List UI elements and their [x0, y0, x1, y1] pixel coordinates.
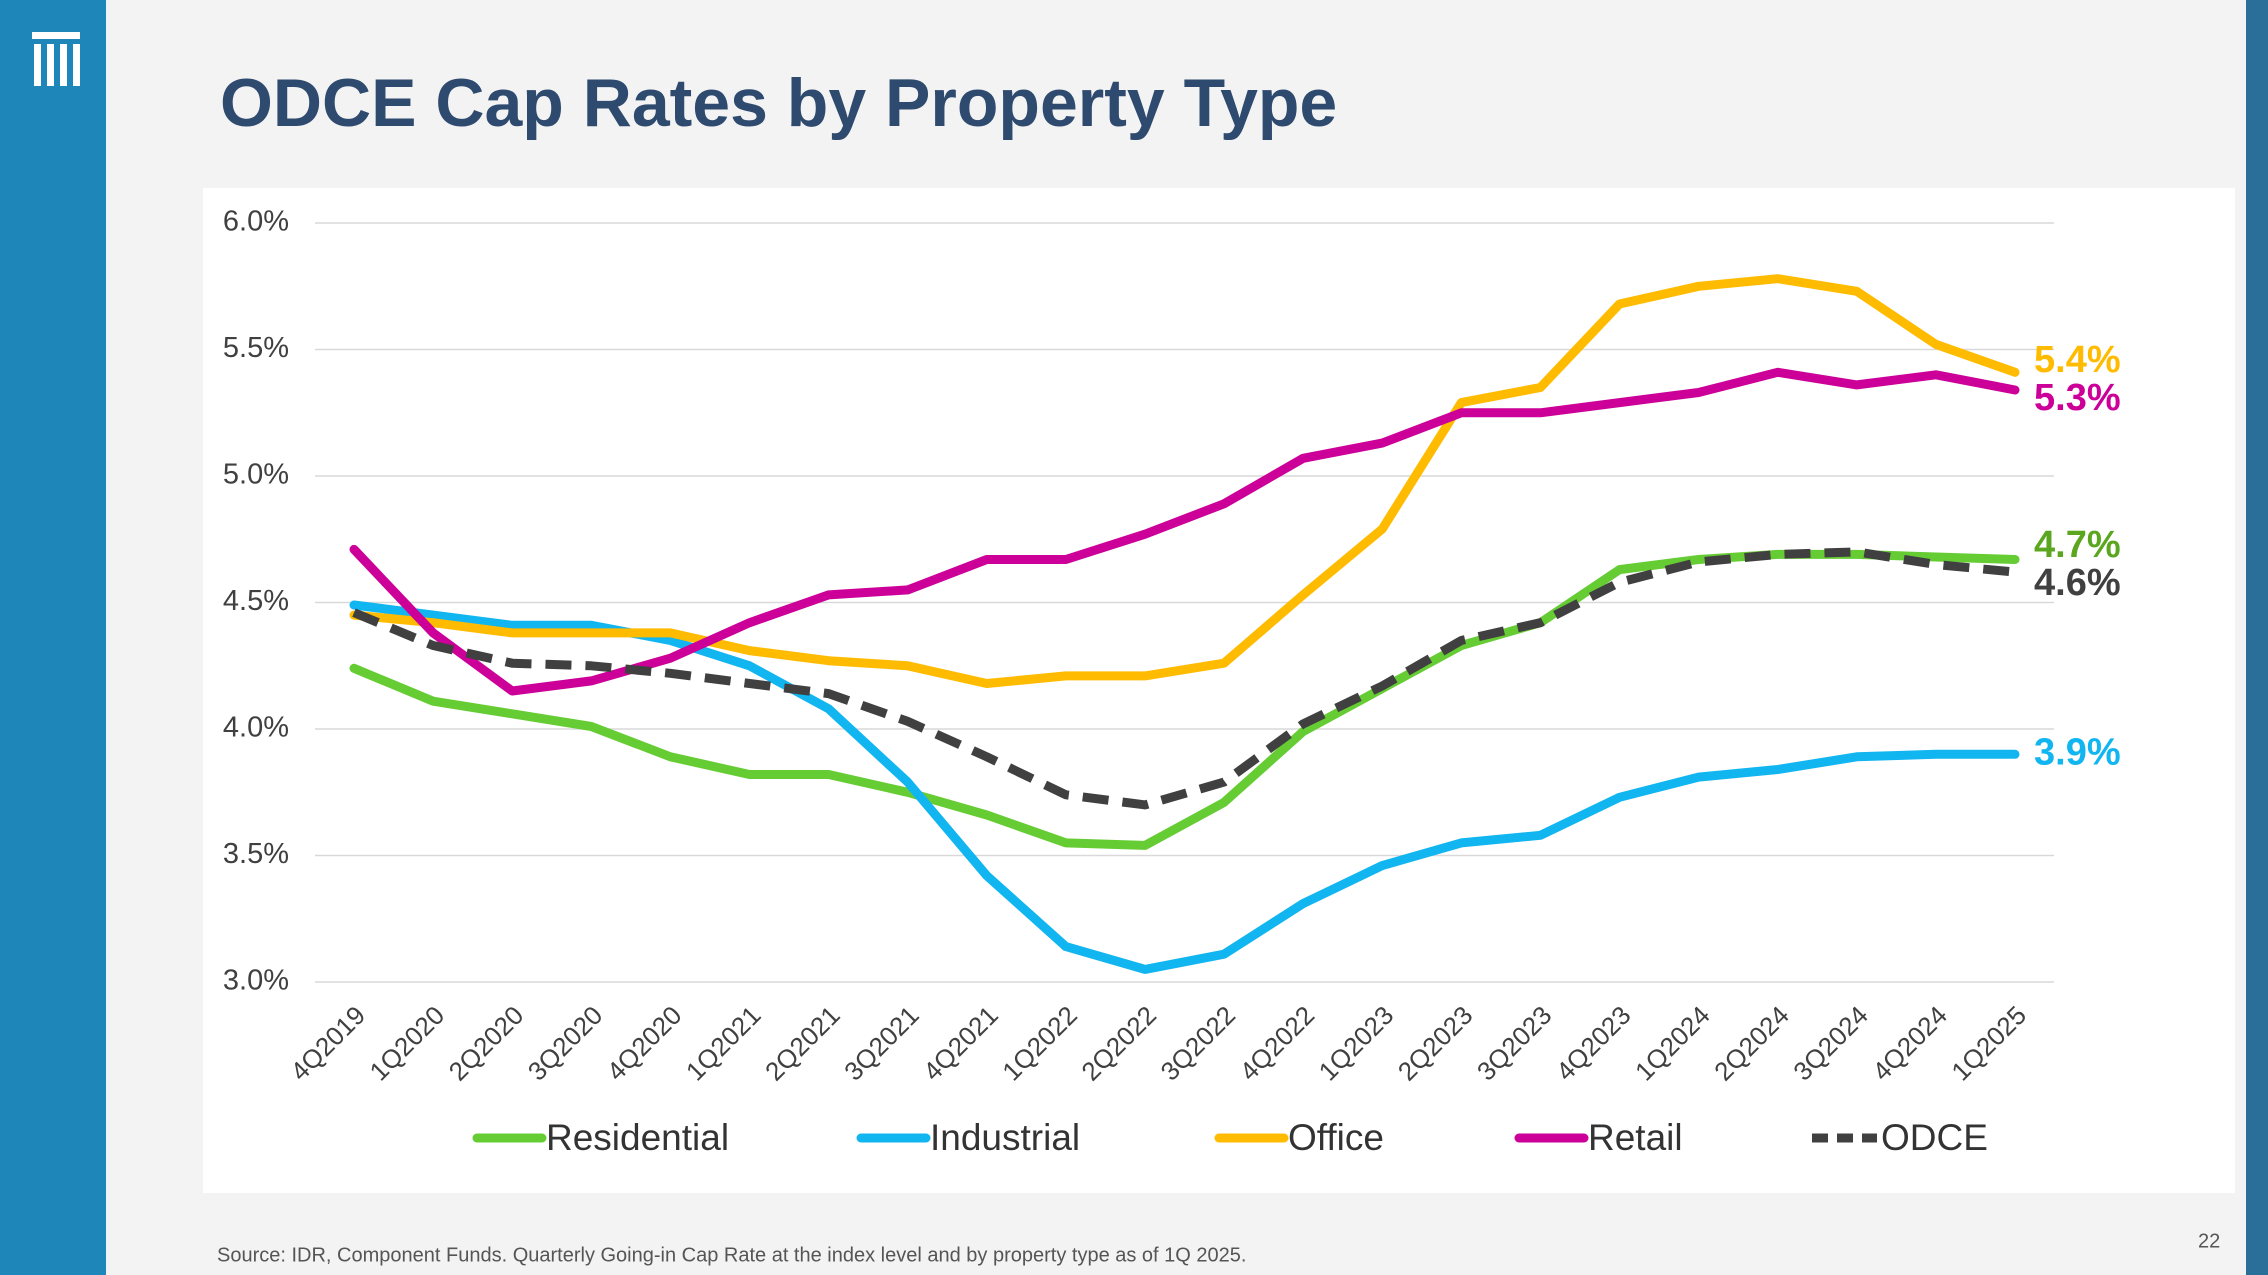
series-line — [349, 549, 2020, 850]
series-line — [352, 547, 2016, 810]
legend-item: ODCE — [1812, 1117, 1988, 1158]
data-label: 5.4% — [2034, 339, 2121, 381]
data-label: 4.7% — [2034, 524, 2121, 566]
legend-item: Retail — [1514, 1117, 1683, 1158]
y-tick-label: 6.0% — [223, 206, 289, 238]
legend-label: Retail — [1588, 1117, 1683, 1158]
page-number: 22 — [2198, 1230, 2220, 1252]
y-tick-label: 3.0% — [223, 965, 289, 997]
chart-title: ODCE Cap Rates by Property Type — [220, 65, 1337, 141]
legend-label: ODCE — [1881, 1117, 1988, 1158]
right-strip — [2246, 0, 2268, 1275]
y-tick-label: 4.5% — [223, 585, 289, 617]
legend-item: Residential — [472, 1117, 729, 1158]
legend-item: Office — [1214, 1117, 1384, 1158]
data-label: 5.3% — [2034, 377, 2121, 419]
logo — [32, 32, 80, 86]
legend-item: Industrial — [856, 1117, 1080, 1158]
legend-label: Industrial — [930, 1117, 1080, 1158]
legend-label: Residential — [546, 1117, 729, 1158]
y-tick-label: 3.5% — [223, 838, 289, 870]
source-note: Source: IDR, Component Funds. Quarterly … — [217, 1244, 1246, 1266]
data-label: 3.9% — [2034, 731, 2121, 773]
series-line — [349, 274, 2020, 688]
legend-label: Office — [1288, 1117, 1384, 1158]
y-tick-label: 4.0% — [223, 712, 289, 744]
y-tick-label: 5.5% — [223, 332, 289, 364]
data-label: 4.6% — [2034, 562, 2121, 604]
y-tick-label: 5.0% — [223, 459, 289, 491]
sidebar — [0, 0, 106, 1275]
